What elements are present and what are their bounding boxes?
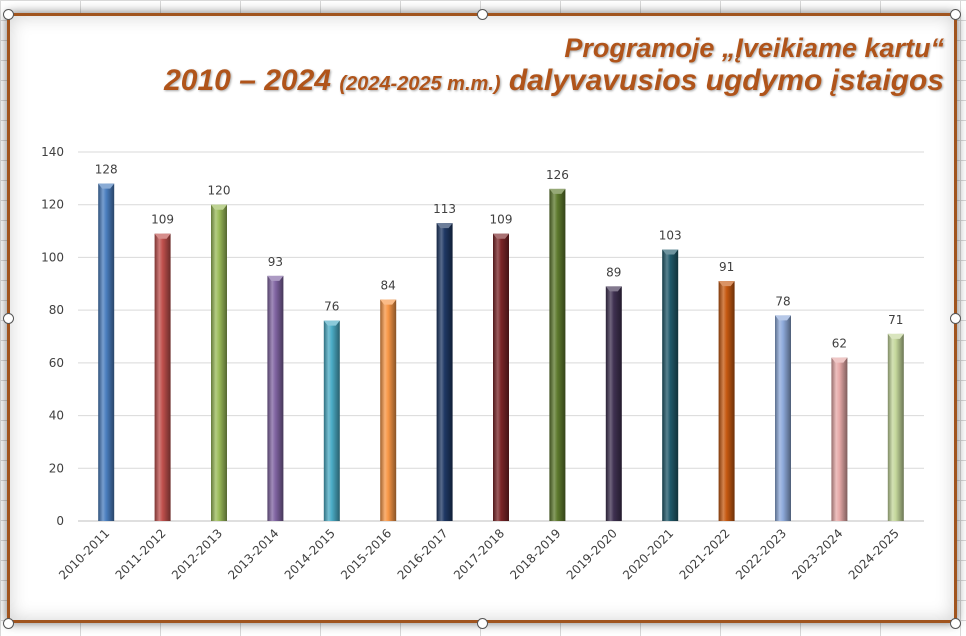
data-label-2021-2022: 91 <box>719 260 734 274</box>
title-subject: dalyvavusios ugdymo įstaigos <box>508 64 944 97</box>
bar-top-bevel <box>662 249 679 255</box>
data-label-2024-2025: 71 <box>888 313 903 327</box>
bar-2014-2015[interactable] <box>323 320 340 521</box>
bar-2022-2023[interactable] <box>775 315 791 521</box>
resize-handle-bottom[interactable] <box>477 618 488 629</box>
x-tick-label-2015-2016: 2015-2016 <box>338 526 394 582</box>
bar-2011-2012[interactable] <box>154 233 171 521</box>
bar-top-bevel <box>605 286 622 292</box>
bar-2013-2014[interactable] <box>267 275 284 521</box>
x-tick-label-2019-2020: 2019-2020 <box>564 526 620 582</box>
data-label-2018-2019: 126 <box>546 168 569 182</box>
y-tick-label: 40 <box>49 409 64 423</box>
bar-top-bevel <box>887 333 904 339</box>
data-labels: 128 109 120 93 76 84 113 109 126 89 103 91 78 62 71 <box>95 163 904 351</box>
bar-2015-2016[interactable] <box>380 299 397 521</box>
chart-title-line1: Programoje „Įveikiame kartu“ <box>564 33 944 64</box>
bar-top-bevel <box>98 183 115 189</box>
x-tick-label-2016-2017: 2016-2017 <box>395 526 451 582</box>
title-line1-text: Programoje „Įveikiame kartu“ <box>564 33 944 63</box>
data-label-2012-2013: 120 <box>208 184 231 198</box>
data-label-2015-2016: 84 <box>381 279 396 293</box>
y-tick-label: 140 <box>41 145 64 159</box>
data-label-2020-2021: 103 <box>659 229 682 243</box>
y-tick-label: 20 <box>49 461 64 475</box>
bar-2016-2017[interactable] <box>436 223 453 521</box>
bar-top-bevel <box>267 275 284 281</box>
bar-2010-2011[interactable] <box>98 183 115 521</box>
bar-top-bevel <box>775 315 791 321</box>
x-tick-label-2020-2021: 2020-2021 <box>620 526 676 582</box>
data-label-2019-2020: 89 <box>606 265 621 279</box>
x-tick-label-2014-2015: 2014-2015 <box>282 526 338 582</box>
resize-handle-top-left[interactable] <box>3 9 14 20</box>
data-label-2022-2023: 78 <box>775 294 790 308</box>
bar-top-bevel <box>831 357 848 363</box>
resize-handle-left[interactable] <box>3 313 14 324</box>
x-tick-label-2018-2019: 2018-2019 <box>507 526 563 582</box>
y-tick-label: 80 <box>49 303 64 317</box>
data-label-2017-2018: 109 <box>490 213 513 227</box>
title-school-year: (2024-2025 m.m.) <box>339 73 501 95</box>
x-tick-label-2021-2022: 2021-2022 <box>677 526 733 582</box>
resize-handle-bottom-left[interactable] <box>3 618 14 629</box>
data-label-2016-2017: 113 <box>433 202 456 216</box>
x-tick-label-2010-2011: 2010-2011 <box>56 526 112 582</box>
y-axis-ticks: 0 20 40 60 80 100 120 140 <box>41 145 64 528</box>
resize-handle-top-right[interactable] <box>950 9 961 20</box>
bar-2017-2018[interactable] <box>493 233 509 521</box>
bar-2024-2025[interactable] <box>887 333 904 521</box>
bars <box>98 183 904 521</box>
y-tick-label: 0 <box>56 514 64 528</box>
x-tick-label-2024-2025: 2024-2025 <box>846 526 902 582</box>
x-axis-ticks: 2010-2011 2011-2012 2012-2013 2013-2014 2014… <box>56 526 902 582</box>
x-tick-label-2023-2024: 2023-2024 <box>789 526 845 582</box>
bar-top-bevel <box>154 233 171 239</box>
x-tick-label-2013-2014: 2013-2014 <box>225 526 281 582</box>
x-tick-label-2011-2012: 2011-2012 <box>113 526 169 582</box>
y-tick-label: 60 <box>49 356 64 370</box>
resize-handle-bottom-right[interactable] <box>950 618 961 629</box>
y-tick-label: 100 <box>41 250 64 264</box>
bar-2021-2022[interactable] <box>718 281 735 521</box>
data-label-2023-2024: 62 <box>832 337 847 351</box>
data-label-2014-2015: 76 <box>324 300 339 314</box>
bar-2019-2020[interactable] <box>605 286 622 521</box>
data-label-2010-2011: 128 <box>95 163 118 177</box>
bar-top-bevel <box>436 223 453 229</box>
bar-top-bevel <box>493 233 509 239</box>
bar-top-bevel <box>211 204 227 210</box>
bar-top-bevel <box>549 188 566 194</box>
data-label-2013-2014: 93 <box>268 255 283 269</box>
bar-2020-2021[interactable] <box>662 249 679 521</box>
x-tick-label-2012-2013: 2012-2013 <box>169 526 225 582</box>
bar-top-bevel <box>380 299 397 305</box>
bar-top-bevel <box>323 320 340 326</box>
x-tick-label-2017-2018: 2017-2018 <box>451 526 507 582</box>
bar-top-bevel <box>718 281 735 287</box>
title-years: 2010 – 2024 <box>164 64 331 97</box>
resize-handle-right[interactable] <box>950 313 961 324</box>
bar-2012-2013[interactable] <box>211 204 227 521</box>
chart-title-line2: 2010 – 2024 (2024-2025 m.m.) dalyvavusio… <box>164 64 944 98</box>
y-tick-label: 120 <box>41 198 64 212</box>
bar-2018-2019[interactable] <box>549 188 566 521</box>
data-label-2011-2012: 109 <box>151 213 174 227</box>
x-tick-label-2022-2023: 2022-2023 <box>733 526 789 582</box>
resize-handle-top[interactable] <box>477 9 488 20</box>
bar-2023-2024[interactable] <box>831 357 848 521</box>
